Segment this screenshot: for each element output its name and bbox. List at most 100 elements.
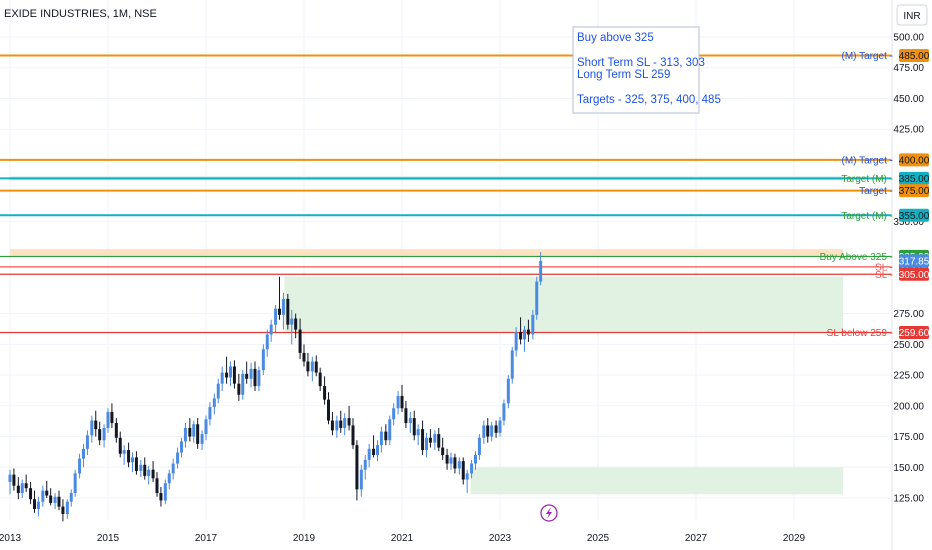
price-tag-label: 317.85 xyxy=(899,256,930,267)
y-tick-label: 250.00 xyxy=(893,340,924,351)
candles xyxy=(8,252,543,522)
candle-body xyxy=(433,434,437,443)
candle-body xyxy=(16,485,20,494)
candle-body xyxy=(490,425,494,437)
note-line-1: Buy above 325 xyxy=(577,32,654,44)
candle-body xyxy=(127,450,131,463)
candle-body xyxy=(470,463,474,474)
candle-body xyxy=(539,260,543,282)
candle-body xyxy=(118,437,122,454)
candle-body xyxy=(183,427,187,442)
candle-body xyxy=(57,496,61,507)
candle-body xyxy=(241,373,245,395)
candle-body xyxy=(204,419,208,435)
price-tag xyxy=(899,48,929,62)
y-tick-label: 225.00 xyxy=(893,371,924,382)
candle-body xyxy=(122,450,126,454)
y-tick-label: 200.00 xyxy=(893,401,924,412)
candle-body xyxy=(53,496,57,503)
price-tags: 485.00400.00385.00375.00355.00325.00313.… xyxy=(899,48,930,340)
candle-body xyxy=(143,464,147,476)
candle-body xyxy=(65,501,69,514)
candle-body xyxy=(482,425,486,438)
price-tag xyxy=(899,254,929,268)
x-tick-label: 2017 xyxy=(195,533,218,544)
candle-body xyxy=(400,395,404,409)
candle-body xyxy=(220,372,224,384)
level-label: SL below 259 - xyxy=(827,328,893,339)
currency-box[interactable]: INR xyxy=(896,4,928,26)
level-lines xyxy=(0,54,892,334)
x-tick-label: 2025 xyxy=(587,533,610,544)
level-label: (M) Target - xyxy=(842,155,894,166)
candle-body xyxy=(8,474,12,483)
event-marker[interactable] xyxy=(540,504,558,522)
price-tag-label: 355.00 xyxy=(899,211,930,222)
price-zone xyxy=(284,276,843,333)
candle-body xyxy=(314,361,318,373)
note-line-4: Targets - 325, 375, 400, 485 xyxy=(577,94,721,106)
candle-body xyxy=(265,334,269,350)
candle-body xyxy=(29,488,33,500)
candle-body xyxy=(498,420,502,433)
candle-body xyxy=(61,506,65,514)
y-tick-label: 450.00 xyxy=(893,94,924,105)
candle-body xyxy=(171,463,175,474)
candle-body xyxy=(216,383,220,399)
candle-body xyxy=(196,424,200,444)
x-tick-label: 2021 xyxy=(391,533,414,544)
time-axis[interactable]: 2013 2015 2017 2019 2021 2023 2025 2027 2029 xyxy=(0,533,806,544)
candle-body xyxy=(363,459,367,470)
candle-body xyxy=(306,361,310,372)
candle-body xyxy=(367,448,371,460)
price-zone xyxy=(10,249,843,257)
level-label: SL - xyxy=(875,262,893,273)
candle-body xyxy=(506,378,510,404)
candle-body xyxy=(36,501,40,510)
candle-body xyxy=(523,329,526,340)
price-tag-label: 385.00 xyxy=(899,174,930,185)
candle-body xyxy=(49,495,53,503)
candle-body xyxy=(69,493,73,502)
candle-body xyxy=(45,490,49,496)
candle-body xyxy=(139,464,143,471)
candle-body xyxy=(180,441,183,453)
candle-body xyxy=(261,349,265,371)
candle-body xyxy=(229,366,232,378)
y-tick-label: 475.00 xyxy=(893,63,924,74)
candle-body xyxy=(85,435,89,449)
candle-body xyxy=(535,281,539,315)
candle-body xyxy=(323,386,327,400)
candle-body xyxy=(237,383,241,395)
x-tick-label: 2023 xyxy=(489,533,512,544)
candle-body xyxy=(73,473,77,494)
candle-body xyxy=(192,424,196,437)
price-tag xyxy=(899,326,929,340)
candle-body xyxy=(155,478,159,494)
candle-body xyxy=(376,445,379,455)
candle-body xyxy=(269,324,273,335)
price-axis[interactable]: 125.00 150.00 175.00 200.00 225.00 250.00 275.… xyxy=(893,33,924,505)
candle-body xyxy=(343,418,347,428)
candle-body xyxy=(131,457,134,463)
candle-body xyxy=(78,458,82,474)
y-tick-label: 425.00 xyxy=(893,125,924,136)
candle-body xyxy=(208,407,212,420)
candle-body xyxy=(351,425,355,446)
candle-body xyxy=(425,437,428,451)
candle-body xyxy=(318,372,322,387)
candle-body xyxy=(392,408,396,420)
candle-body xyxy=(294,318,298,330)
x-tick-label: 2029 xyxy=(783,533,806,544)
candle-body xyxy=(379,431,383,446)
note-box[interactable]: Buy above 325 Short Term SL - 313, 303 L… xyxy=(572,26,721,114)
candle-body xyxy=(281,298,285,315)
price-tag-label: 485.00 xyxy=(899,51,930,62)
note-line-3: Long Term SL 259 xyxy=(577,69,670,81)
candle-body xyxy=(278,308,281,315)
candle-body xyxy=(253,368,257,387)
candle-body xyxy=(457,461,461,469)
lightning-icon xyxy=(546,507,552,519)
candle-body xyxy=(396,395,400,409)
